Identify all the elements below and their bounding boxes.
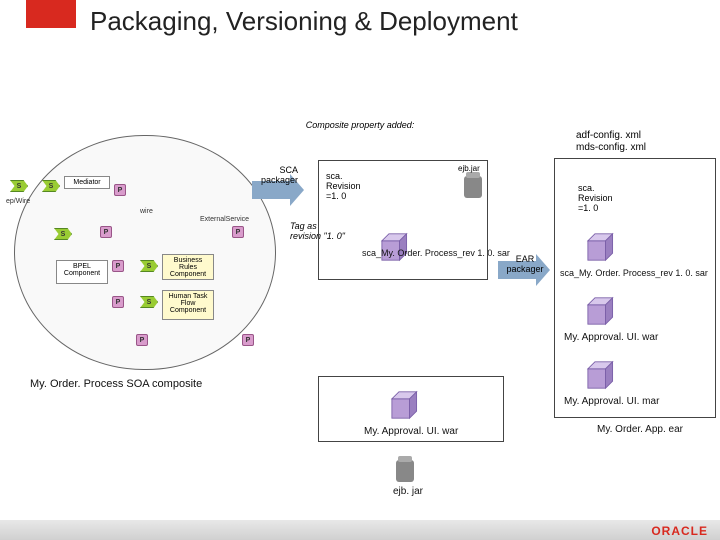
rules-box: Business Rules Component (162, 254, 214, 280)
sar-outer-rect (318, 160, 488, 280)
oracle-logo: ORACLE (651, 524, 708, 538)
task-box: Human Task Flow Component (162, 290, 214, 320)
endpoint-icon: P (136, 334, 148, 346)
endpoint-icon: P (112, 296, 124, 308)
adf-config-label: adf-config. xml (576, 130, 641, 141)
page-title: Packaging, Versioning & Deployment (90, 6, 518, 37)
reference-icon: S (10, 180, 28, 192)
sca-packager-label: SCA packager (244, 165, 298, 185)
brand-red-block (26, 0, 76, 28)
composite-caption: My. Order. Process SOA composite (30, 378, 202, 390)
mediator-box: Mediator (64, 176, 110, 189)
footer-bar (0, 520, 720, 540)
endpoint-icon: P (114, 184, 126, 196)
endpoint-icon: P (100, 226, 112, 238)
ear-caption: My. Order. App. ear (570, 424, 710, 435)
endpoint-icon: P (242, 334, 254, 346)
service-wire-label: ep/Wire (6, 198, 30, 205)
mds-config-label: mds-config. xml (576, 142, 646, 153)
external-service-label: ExternalService (200, 216, 249, 223)
composite-property-note: Composite property added: (300, 120, 420, 130)
ejb-caption: ejb. jar (378, 486, 438, 497)
ear-packager-label: EAR packager (498, 254, 552, 274)
endpoint-icon: P (112, 260, 124, 272)
endpoint-icon: P (232, 226, 244, 238)
war-outer-rect (318, 376, 504, 442)
bpel-box: BPEL Component (56, 260, 108, 284)
ejb-jar-icon-2 (394, 456, 416, 482)
sca-packager-text: SCA packager (261, 165, 298, 185)
wire-label: wire (140, 208, 153, 215)
ear-outer-rect (554, 158, 716, 418)
